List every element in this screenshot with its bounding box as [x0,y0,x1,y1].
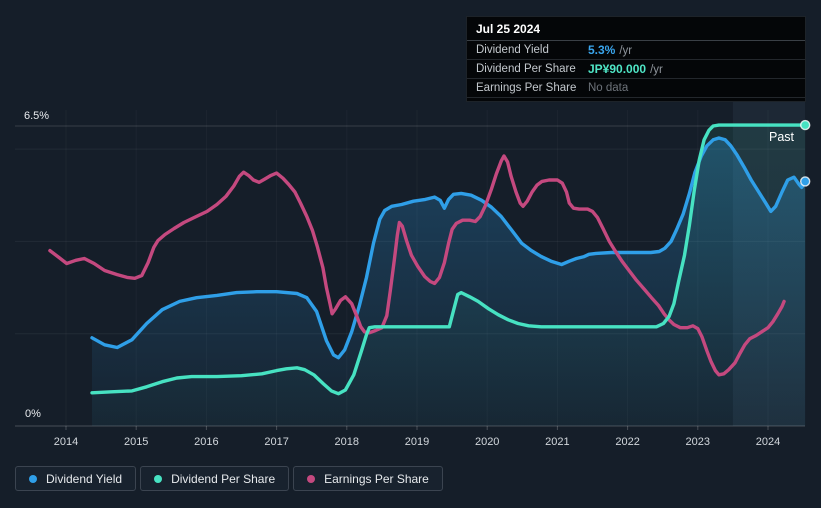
end-marker-dividend-yield [800,176,811,187]
x-tick-label: 2022 [615,436,639,448]
tooltip-value: JP¥90.000/yr [588,62,663,76]
tooltip-row-earnings-per-share: Earnings Per Share No data [467,79,805,98]
x-tick-label: 2015 [124,436,148,448]
y-axis-max-label: 6.5% [24,110,49,122]
legend-item-dividend-yield[interactable]: Dividend Yield [15,466,137,491]
legend-label: Dividend Yield [46,471,123,486]
tooltip-row-dividend-yield: Dividend Yield 5.3%/yr [467,41,805,60]
dividend-yield-dot-icon [29,474,37,483]
earnings-per-share-dot-icon [307,474,316,483]
tooltip-value: No data [588,82,629,94]
line-earnings-per-share [48,154,786,377]
y-axis-min-label: 0% [25,408,41,420]
tooltip-value: 5.3%/yr [588,43,633,57]
chart-tooltip: Jul 25 2024 Dividend Yield 5.3%/yr Divid… [466,16,806,102]
tooltip-label: Dividend Per Share [476,63,576,75]
line-dividend-yield [90,136,807,360]
past-region-label: Past [769,130,795,144]
tooltip-row-dividend-per-share: Dividend Per Share JP¥90.000/yr [467,60,805,79]
x-tick-label: 2014 [54,436,78,448]
x-tick-label: 2023 [686,436,710,448]
chart-legend: Dividend Yield Dividend Per Share Earnin… [15,466,443,491]
end-marker-dividend-per-share [800,119,811,131]
x-tick-label: 2016 [194,436,218,448]
legend-item-dividend-per-share[interactable]: Dividend Per Share [140,466,290,491]
x-tick-label: 2021 [545,436,569,448]
line-dividend-per-share [90,123,807,396]
tooltip-date: Jul 25 2024 [467,17,805,41]
tooltip-label: Earnings Per Share [476,82,577,94]
tooltip-label: Dividend Yield [476,44,549,56]
dividend-per-share-dot-icon [154,474,163,483]
dividend-history-chart[interactable]: 6.5% 0% 2014 2015 2016 2017 2018 2019 2020 2021 20… [0,0,821,460]
area-fill-dividend-per-share [92,125,806,426]
x-tick-label: 2018 [335,436,359,448]
x-tick-label: 2020 [475,436,499,448]
x-tick-label: 2019 [405,436,429,448]
x-axis-ticks [65,426,769,430]
x-tick-label: 2024 [756,436,780,448]
x-tick-label: 2017 [264,436,288,448]
legend-item-earnings-per-share[interactable]: Earnings Per Share [293,466,443,491]
legend-label: Dividend Per Share [171,471,276,486]
legend-label: Earnings Per Share [324,471,429,486]
